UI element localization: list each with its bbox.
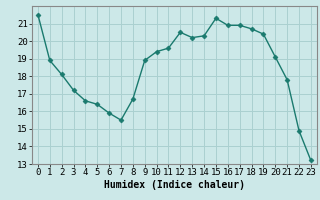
- X-axis label: Humidex (Indice chaleur): Humidex (Indice chaleur): [104, 180, 245, 190]
